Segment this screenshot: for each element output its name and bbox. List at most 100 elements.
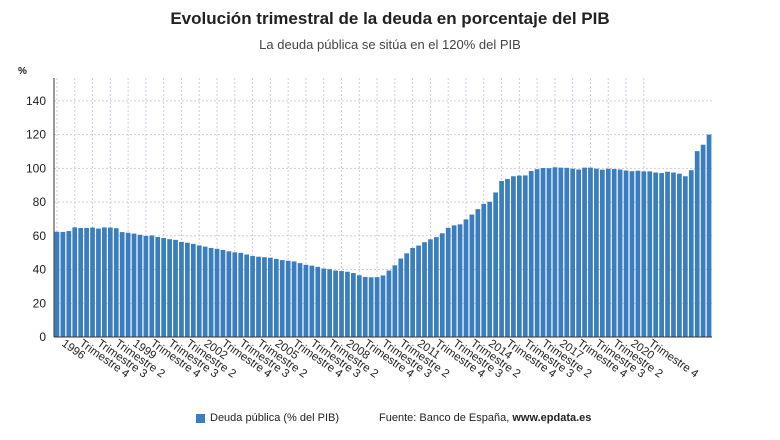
bar <box>570 168 576 337</box>
bar <box>617 169 623 337</box>
bar <box>72 227 78 337</box>
bar <box>677 173 682 337</box>
source-prefix: Fuente: Banco de España, <box>379 412 513 424</box>
bar <box>552 167 558 337</box>
bar <box>345 271 350 337</box>
bar <box>321 268 327 337</box>
bar <box>499 180 504 337</box>
bar <box>493 192 498 337</box>
bar <box>623 170 629 337</box>
bar <box>339 271 344 337</box>
bar <box>439 233 445 337</box>
bar <box>546 168 552 337</box>
chart-title: Evolución trimestral de la deuda en porc… <box>170 9 610 28</box>
bar <box>196 245 202 337</box>
bar <box>605 168 611 337</box>
bar <box>540 167 546 337</box>
bar <box>688 170 694 337</box>
y-tick-label: 20 <box>33 296 47 310</box>
bar <box>303 264 309 337</box>
bar <box>428 239 433 337</box>
bar <box>327 269 333 337</box>
bar <box>309 265 315 337</box>
bar <box>700 144 706 337</box>
legend: Deuda pública (% del PIB) Fuente: Banco … <box>196 412 591 424</box>
bar <box>380 275 386 337</box>
bar <box>350 273 356 337</box>
bar <box>273 258 279 337</box>
bar <box>588 167 593 337</box>
bar <box>214 248 220 337</box>
bar <box>558 167 564 337</box>
bar <box>706 134 712 337</box>
bar <box>475 209 481 337</box>
bar <box>410 247 416 337</box>
bar <box>185 242 190 337</box>
y-tick-label: 120 <box>26 128 46 142</box>
bar <box>285 260 291 337</box>
bar <box>505 178 510 337</box>
bar <box>629 171 635 337</box>
bar <box>611 169 617 337</box>
bar <box>102 227 107 337</box>
bar <box>268 257 273 337</box>
bar <box>564 167 570 337</box>
bar <box>155 236 161 337</box>
bar <box>131 233 137 337</box>
bar <box>297 263 303 337</box>
legend-swatch <box>196 413 205 423</box>
bar <box>457 224 463 337</box>
bar <box>107 227 113 337</box>
bar <box>647 171 653 337</box>
bar <box>256 256 261 337</box>
bar <box>599 169 605 337</box>
bar <box>113 228 119 337</box>
bar <box>469 214 475 337</box>
y-tick-label: 60 <box>33 229 47 243</box>
bar <box>522 175 528 337</box>
bar <box>445 227 451 337</box>
bar <box>635 170 641 337</box>
source-note: Fuente: Banco de España, www.epdata.es <box>379 412 591 424</box>
bar <box>54 231 60 337</box>
bar <box>433 237 439 337</box>
bar <box>582 167 587 337</box>
y-tick-label: 0 <box>39 330 46 344</box>
bar <box>641 171 647 337</box>
bar <box>226 251 232 337</box>
bar <box>315 266 321 337</box>
bar <box>119 232 125 337</box>
y-tick-label: 140 <box>26 94 46 108</box>
bar <box>238 252 244 337</box>
bar <box>511 176 516 337</box>
bar <box>202 246 208 337</box>
bar <box>220 249 226 337</box>
bar <box>487 201 493 337</box>
bar <box>416 245 421 337</box>
bar <box>60 231 66 337</box>
y-tick-label: 100 <box>26 161 46 175</box>
bar <box>190 243 196 337</box>
bar <box>528 171 534 337</box>
bar <box>694 151 700 337</box>
bar <box>659 173 664 337</box>
bar <box>404 253 410 337</box>
bar <box>96 228 101 337</box>
bar <box>78 228 84 337</box>
bar <box>137 234 143 337</box>
legend-label: Deuda pública (% del PIB) <box>210 412 340 424</box>
bar <box>244 254 250 337</box>
bar <box>173 239 178 337</box>
bar <box>374 277 380 337</box>
bar <box>576 169 581 337</box>
bar <box>594 168 599 337</box>
bar <box>362 276 368 337</box>
bar <box>179 241 184 337</box>
bar <box>167 239 172 337</box>
bar <box>250 256 255 337</box>
bar <box>451 225 457 337</box>
bar <box>671 172 676 337</box>
bar <box>149 235 155 337</box>
bar <box>90 227 95 337</box>
bar <box>279 260 285 337</box>
